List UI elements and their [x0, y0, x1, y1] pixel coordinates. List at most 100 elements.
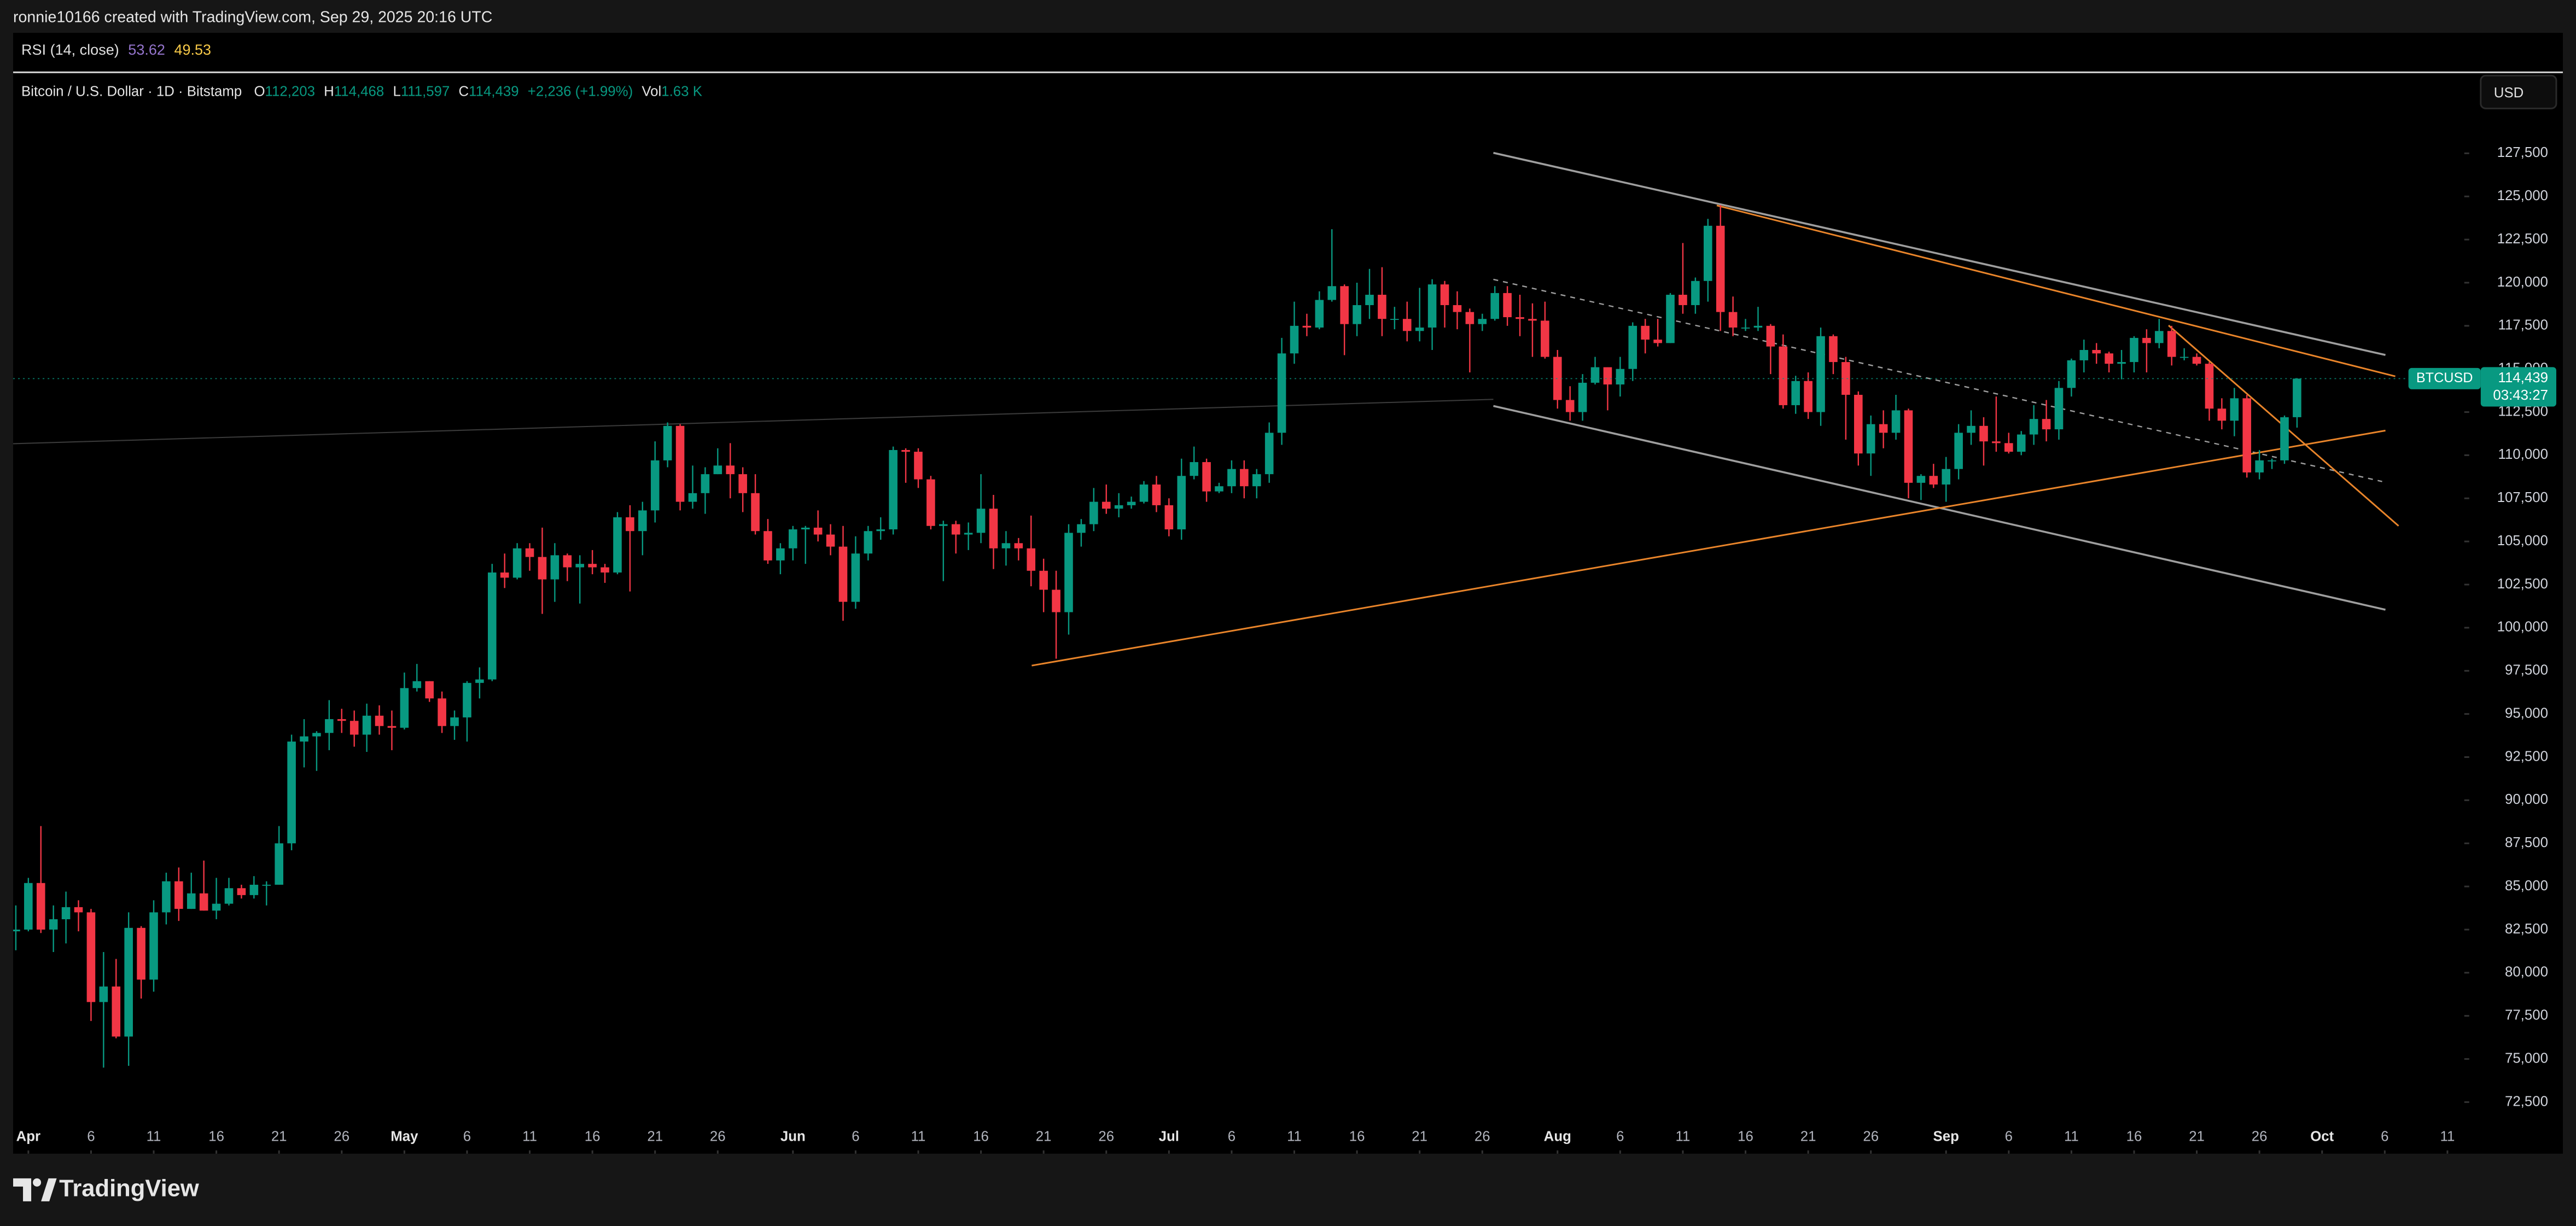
candle-body [901, 449, 910, 452]
candle-body [2016, 434, 2026, 452]
ohlc-value: 111,597 [401, 84, 450, 99]
x-tick-label: 26 [1863, 1129, 1879, 1145]
y-tick-label: 110,000 [2498, 447, 2548, 462]
y-tick-label: 97,500 [2505, 663, 2548, 678]
price-tag [2480, 367, 2556, 407]
logo-shape [13, 1178, 32, 1201]
price-tag-label: 114,439 [2498, 370, 2548, 386]
x-tick-label: 16 [973, 1129, 989, 1145]
candle-body [1741, 327, 1750, 329]
candle-body [2179, 357, 2189, 358]
candle-body [2067, 360, 2076, 388]
x-tick-label: 26 [710, 1129, 726, 1145]
candle-body [851, 553, 860, 602]
candle-body [24, 883, 33, 930]
y-tick-label: 77,500 [2505, 1008, 2548, 1023]
candle-body [438, 698, 446, 726]
resistance-line [1716, 205, 2396, 377]
candle-body [1014, 543, 1023, 548]
candle-body [826, 534, 835, 547]
currency-button[interactable] [2480, 74, 2557, 109]
volume-key: Vol [642, 84, 661, 99]
symbol: Bitcoin / U.S. Dollar · 1D · Bitstamp [21, 84, 242, 99]
candle-body [1929, 476, 1938, 485]
candle-body [663, 425, 672, 460]
candle-body [1114, 505, 1123, 509]
candle-body [1490, 293, 1499, 319]
candle-body [187, 893, 196, 909]
candle-body [801, 527, 810, 530]
x-tick-label: Oct [2310, 1129, 2334, 1145]
candle-body [588, 564, 597, 568]
candle-body [2167, 331, 2176, 357]
candle-body [1541, 320, 1549, 357]
candle-body [1465, 312, 1475, 324]
rsi-legend: RSI (14, close) 53.62 49.53 [21, 42, 211, 58]
y-tick-label: 90,000 [2505, 792, 2548, 807]
candle-body [2155, 331, 2164, 343]
candle-body [1879, 424, 1888, 433]
y-tick-label: 125,000 [2497, 188, 2548, 203]
candle-body [751, 493, 760, 532]
rsi-value: 53.62 [128, 42, 165, 58]
candle-body [638, 510, 647, 532]
candle-body [1942, 469, 1951, 485]
candle-body [2105, 353, 2113, 364]
candle-body [525, 548, 534, 557]
candle-body [1565, 400, 1575, 412]
brand: TradingView [59, 1175, 199, 1201]
candle-body [563, 555, 572, 568]
volume: 1.63 K [661, 84, 702, 99]
candle-body [400, 688, 409, 728]
candle-body [1728, 312, 1738, 328]
candle-body [538, 557, 547, 580]
candle-body [2079, 349, 2089, 360]
x-tick-label: 6 [1616, 1129, 1624, 1145]
candle-body [701, 474, 710, 493]
candle-body [876, 529, 885, 532]
x-tick-label: 26 [1475, 1129, 1490, 1145]
x-tick-label: 16 [585, 1129, 601, 1145]
candle-body [512, 548, 522, 578]
candle-body [212, 903, 221, 911]
x-tick-label: May [391, 1129, 418, 1145]
candle-body [387, 726, 397, 728]
ohlc-value: 114,468 [334, 84, 384, 99]
candle-body [1227, 469, 1236, 487]
candle-body [550, 555, 560, 580]
y-tick-label: 87,500 [2505, 835, 2548, 850]
candle-body [1816, 336, 1825, 412]
candle-body [287, 742, 296, 844]
y-tick-label: 75,000 [2505, 1050, 2548, 1066]
currency-label[interactable]: USD [2494, 85, 2524, 101]
candle-body [1378, 295, 1386, 319]
candle-body [1252, 474, 1261, 487]
x-tick-label: 6 [1228, 1129, 1235, 1145]
candle-body [964, 533, 973, 535]
candle-body [2230, 398, 2239, 421]
candle-body [1077, 524, 1086, 533]
candle-body [2242, 398, 2252, 472]
candle-body [976, 509, 986, 533]
candle-body [1590, 367, 1600, 383]
candle-body [1052, 589, 1060, 612]
rsi-title: RSI (14, close) [21, 42, 119, 58]
y-tick-label: 127,500 [2497, 145, 2548, 160]
candle-body [813, 527, 823, 535]
candle-body [124, 927, 133, 1037]
x-tick-label: 16 [1738, 1129, 1753, 1145]
candle-body [1779, 346, 1788, 405]
symbol-tag [2408, 367, 2481, 389]
candle-body [1616, 369, 1625, 385]
candle-body [275, 843, 283, 885]
chart-area [13, 33, 2563, 1154]
candle-body [675, 425, 685, 502]
ohlc-value: 114,439 [469, 84, 518, 99]
candle-body [312, 733, 321, 737]
candle-body [1979, 425, 1988, 442]
x-tick-label: 21 [2189, 1129, 2205, 1145]
candle-body [1440, 284, 1449, 305]
candle-body [162, 881, 171, 913]
x-tick-label: Jun [780, 1129, 806, 1145]
logo-dot [33, 1178, 42, 1187]
